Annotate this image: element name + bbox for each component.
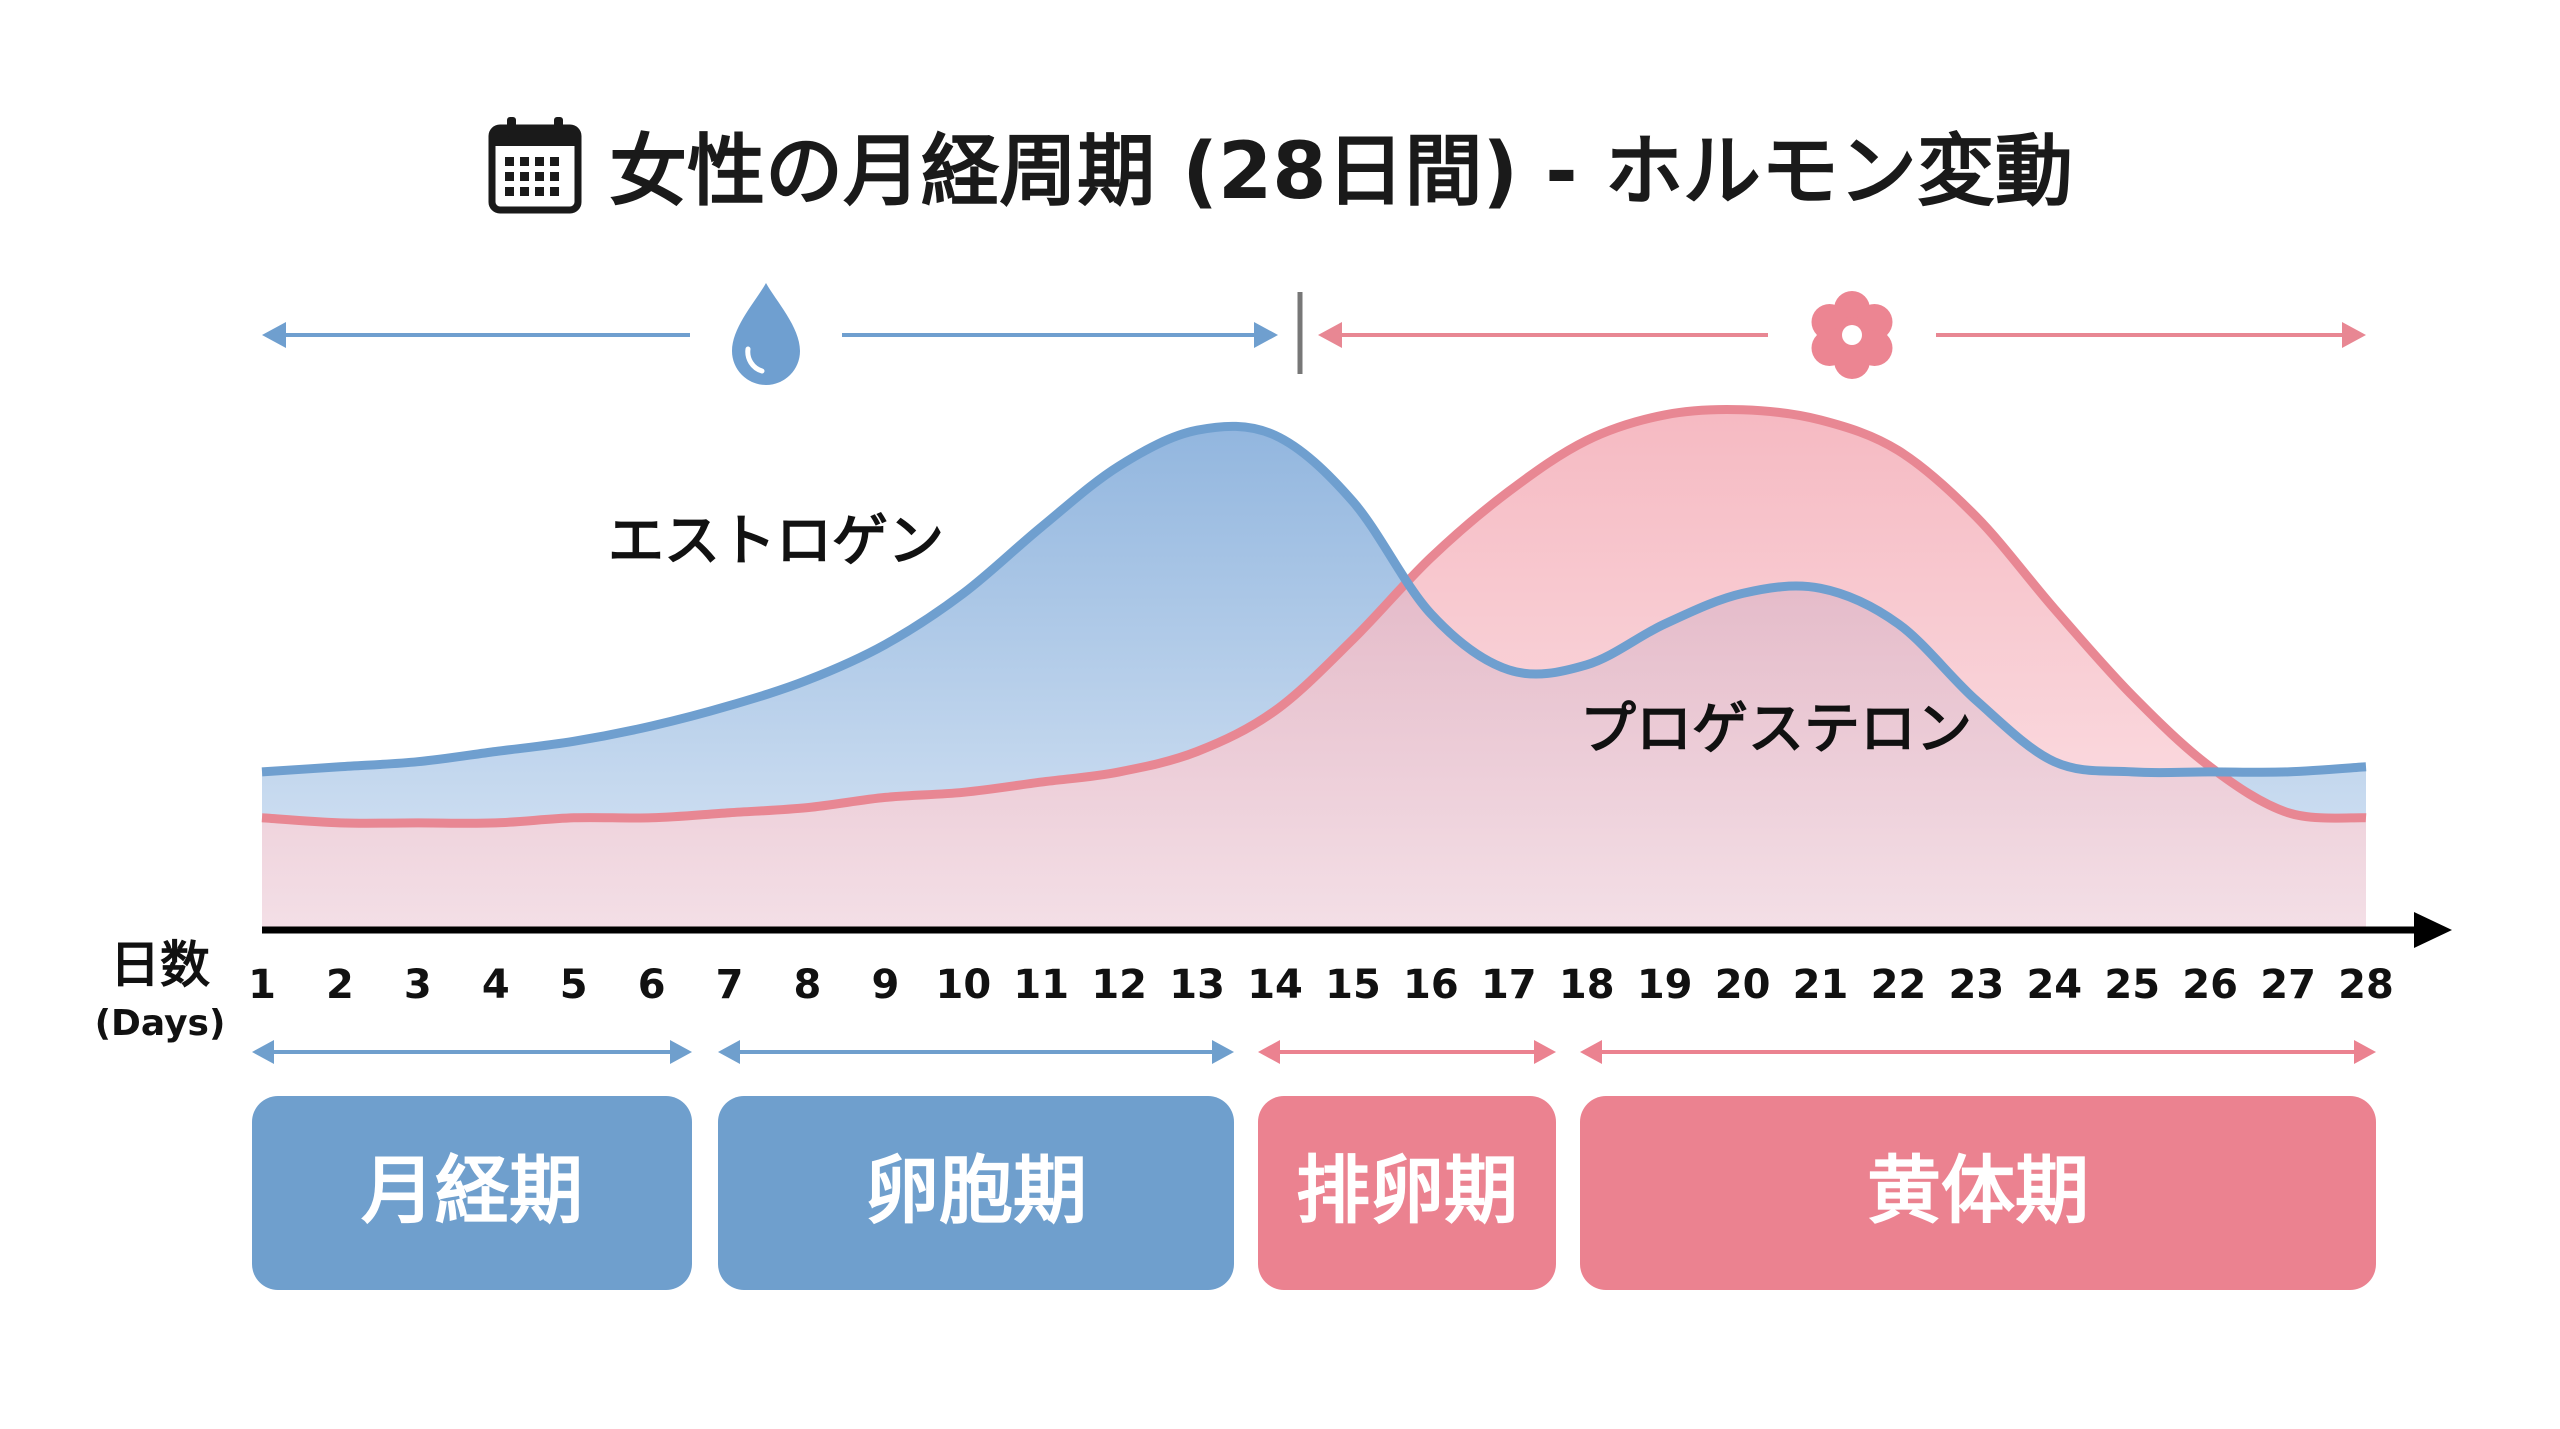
phase-label: 黄体期 [1867,1148,2089,1234]
phase-span-arrowhead-left [1258,1040,1280,1064]
phase-span-arrowhead-right [1534,1040,1556,1064]
x-axis-arrowhead [2414,912,2452,948]
x-tick-label: 2 [326,962,354,1008]
drop-body [732,283,800,385]
x-tick-label: 25 [2104,962,2160,1008]
estrogen-line [261,421,2367,778]
x-tick-label: 9 [871,962,899,1008]
x-tick-label: 26 [2182,962,2238,1008]
phase-box [1258,1096,1556,1290]
x-tick-label: 20 [1715,962,1771,1008]
luteal-section-arrowhead-right [2342,322,2366,348]
flower-icon [1811,291,1893,379]
x-tick-label: 7 [716,962,744,1008]
page-title: 女性の月経周期 (28日間) - ホルモン変動 [609,127,2073,217]
x-tick-label: 10 [935,962,991,1008]
x-axis-sublabel: (Days) [95,1003,226,1044]
x-tick-label: 5 [560,962,588,1008]
phase-label: 排卵期 [1296,1148,1518,1234]
phase-span-arrowhead-right [670,1040,692,1064]
x-tick-label: 24 [2026,962,2082,1008]
water-drop-icon [732,283,800,385]
progesterone-series-label: プロゲステロン [1580,697,1972,762]
calendar-icon [488,117,582,214]
phase-span-arrowhead-left [1580,1040,1602,1064]
x-tick-label: 3 [404,962,432,1008]
menstrual-section-arrowhead-right [1254,322,1278,348]
phase-box [1580,1096,2376,1290]
phase-span-arrowhead-right [2354,1040,2376,1064]
x-tick-label: 16 [1403,962,1459,1008]
x-tick-label: 27 [2260,962,2316,1008]
luteal-section-arrowhead-left [1318,322,1342,348]
x-tick-label: 6 [638,962,666,1008]
phase-label: 月経期 [361,1148,583,1234]
x-tick-label: 18 [1559,962,1615,1008]
x-tick-label: 12 [1091,962,1147,1008]
phase-span-arrowhead-left [718,1040,740,1064]
phase-box [718,1096,1234,1290]
phase-box [252,1096,692,1290]
x-tick-label: 8 [794,962,822,1008]
x-tick-label: 11 [1013,962,1069,1008]
x-tick-label: 14 [1247,962,1303,1008]
x-tick-label: 15 [1325,962,1381,1008]
flower-center [1842,325,1862,345]
menstrual-section-arrowhead-left [262,322,286,348]
x-tick-label: 1 [248,962,276,1008]
x-tick-label: 23 [1949,962,2005,1008]
x-tick-label: 13 [1169,962,1225,1008]
progesterone-area [262,409,2366,931]
x-tick-label: 19 [1637,962,1693,1008]
x-tick-label: 21 [1793,962,1849,1008]
chart-title-row: 女性の月経周期 (28日間) - ホルモン変動 [0,100,2560,230]
estrogen-series-label: エストロゲン [608,509,944,574]
phase-label: 卵胞期 [865,1148,1087,1234]
x-tick-label: 17 [1481,962,1537,1008]
drop-highlight [745,346,765,374]
phase-span-arrowhead-left [252,1040,274,1064]
x-tick-label: 28 [2338,962,2394,1008]
progesterone-line [261,405,2367,828]
phase-span-arrowhead-right [1212,1040,1234,1064]
x-tick-label: 22 [1871,962,1927,1008]
x-tick-label: 4 [482,962,510,1008]
x-axis-label: 日数 [110,936,210,994]
